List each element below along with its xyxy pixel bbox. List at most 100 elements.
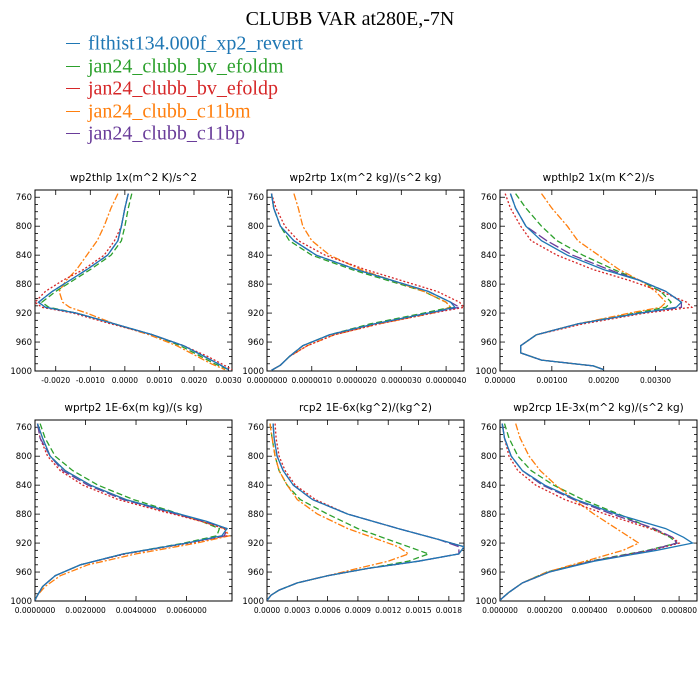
y-tick-label: 880 (248, 510, 264, 520)
y-tick-label: 760 (16, 423, 32, 433)
legend-label: flthist134.000f_xp2_revert (88, 32, 303, 55)
x-tick-label: 0.000200 (527, 606, 563, 615)
y-tick-label: 1000 (10, 367, 32, 377)
y-tick-label: 960 (16, 568, 32, 578)
x-tick-label: -0.0010 (76, 376, 105, 385)
legend-line-icon (66, 43, 80, 44)
series-line (267, 423, 410, 601)
y-tick-label: 760 (248, 423, 264, 433)
x-tick-label: 0.0006 (314, 606, 340, 615)
y-tick-label: 880 (481, 280, 497, 290)
y-tick-label: 880 (16, 510, 32, 520)
legend-line-icon (66, 65, 80, 67)
legend-item: flthist134.000f_xp2_revert (66, 32, 303, 55)
x-tick-label: -0.0020 (41, 376, 70, 385)
y-tick-label: 920 (481, 539, 497, 549)
y-tick-label: 920 (248, 309, 264, 319)
y-tick-label: 840 (481, 251, 497, 261)
series-line (270, 193, 462, 371)
y-tick-label: 920 (16, 309, 32, 319)
legend-item: jan24_clubb_bv_efoldp (66, 77, 303, 100)
y-tick-label: 920 (16, 539, 32, 549)
y-tick-label: 840 (481, 481, 497, 491)
y-tick-label: 960 (481, 338, 497, 348)
plot-frame (499, 419, 698, 602)
y-tick-label: 800 (248, 222, 264, 232)
series-line (37, 193, 229, 371)
y-tick-label: 800 (481, 222, 497, 232)
series-line (500, 423, 641, 601)
x-tick-label: 0.0040000 (116, 606, 157, 615)
series-line (504, 193, 694, 371)
series-line (267, 423, 460, 601)
chart-title: wprtp2 1E-6x(m kg)/(s kg) (64, 402, 202, 414)
y-tick-label: 880 (248, 280, 264, 290)
x-tick-label: 0.0030 (215, 376, 241, 385)
y-tick-label: 760 (481, 193, 497, 203)
series-line (267, 423, 464, 601)
legend: flthist134.000f_xp2_revert jan24_clubb_b… (66, 32, 303, 145)
x-tick-label: 0.000000 (482, 606, 518, 615)
legend-line-icon (66, 133, 80, 134)
y-tick-label: 920 (481, 309, 497, 319)
chart-title: rcp2 1E-6x(kg^2)/(kg^2) (299, 402, 432, 414)
series-line (500, 423, 695, 601)
y-tick-label: 760 (16, 193, 32, 203)
y-tick-label: 960 (481, 568, 497, 578)
y-tick-label: 840 (16, 251, 32, 261)
series-line (520, 193, 667, 371)
series-line (500, 423, 681, 601)
x-tick-label: 0.0009 (345, 606, 371, 615)
series-line (35, 423, 221, 601)
legend-line-icon (66, 88, 80, 89)
series-line (35, 423, 228, 601)
x-tick-label: 0.00000 (484, 376, 515, 385)
plot-frame (266, 419, 465, 602)
x-tick-label: 0.0015 (405, 606, 431, 615)
x-tick-label: 0.0010 (146, 376, 172, 385)
x-tick-label: 0.0000010 (291, 376, 332, 385)
chart-title: wp2thlp 1x(m^2 K)/s^2 (70, 172, 197, 184)
y-tick-label: 960 (248, 338, 264, 348)
y-tick-label: 840 (248, 481, 264, 491)
y-tick-label: 1000 (10, 597, 32, 607)
plot-frame (499, 189, 698, 372)
y-tick-label: 800 (16, 222, 32, 232)
series-line (270, 193, 464, 371)
x-tick-label: 0.0000040 (426, 376, 467, 385)
y-tick-label: 800 (481, 452, 497, 462)
series-line (270, 193, 457, 371)
x-tick-label: 0.00100 (536, 376, 567, 385)
x-tick-label: 0.0018 (436, 606, 462, 615)
series-line (515, 193, 673, 371)
x-tick-label: 0.0012 (375, 606, 401, 615)
chart-title: wpthlp2 1x(m K^2)/s (543, 172, 655, 184)
y-tick-label: 960 (248, 568, 264, 578)
y-tick-label: 880 (16, 280, 32, 290)
x-tick-label: 0.00300 (640, 376, 671, 385)
series-line (58, 193, 226, 371)
y-tick-label: 880 (481, 510, 497, 520)
y-tick-label: 1000 (242, 367, 264, 377)
y-tick-label: 840 (16, 481, 32, 491)
y-tick-label: 1000 (475, 367, 497, 377)
page-title: CLUBB VAR at280E,-7N (245, 8, 455, 30)
plot-frame (34, 189, 233, 372)
chart-panel: wp2rtp 1x(m^2 kg)/(s^2 kg) 760 800 840 880 92… (242, 172, 466, 385)
chart-title: wp2rcp 1E-3x(m^2 kg)/(s^2 kg) (513, 402, 684, 414)
y-tick-label: 760 (481, 423, 497, 433)
legend-item: jan24_clubb_c11bp (66, 122, 303, 145)
series-line (35, 423, 228, 601)
legend-label: jan24_clubb_c11bm (88, 99, 251, 122)
series-line (271, 193, 452, 371)
series-line (509, 193, 683, 371)
chart-panel: rcp2 1E-6x(kg^2)/(kg^2) 760 800 840 880 920 96… (242, 402, 465, 615)
series-line (270, 193, 452, 371)
x-tick-label: 0.0020 (181, 376, 207, 385)
x-tick-label: 0.0060000 (166, 606, 207, 615)
plot-frame (34, 419, 233, 602)
y-tick-label: 960 (16, 338, 32, 348)
y-tick-label: 1000 (475, 597, 497, 607)
legend-item: jan24_clubb_c11bm (66, 100, 303, 123)
